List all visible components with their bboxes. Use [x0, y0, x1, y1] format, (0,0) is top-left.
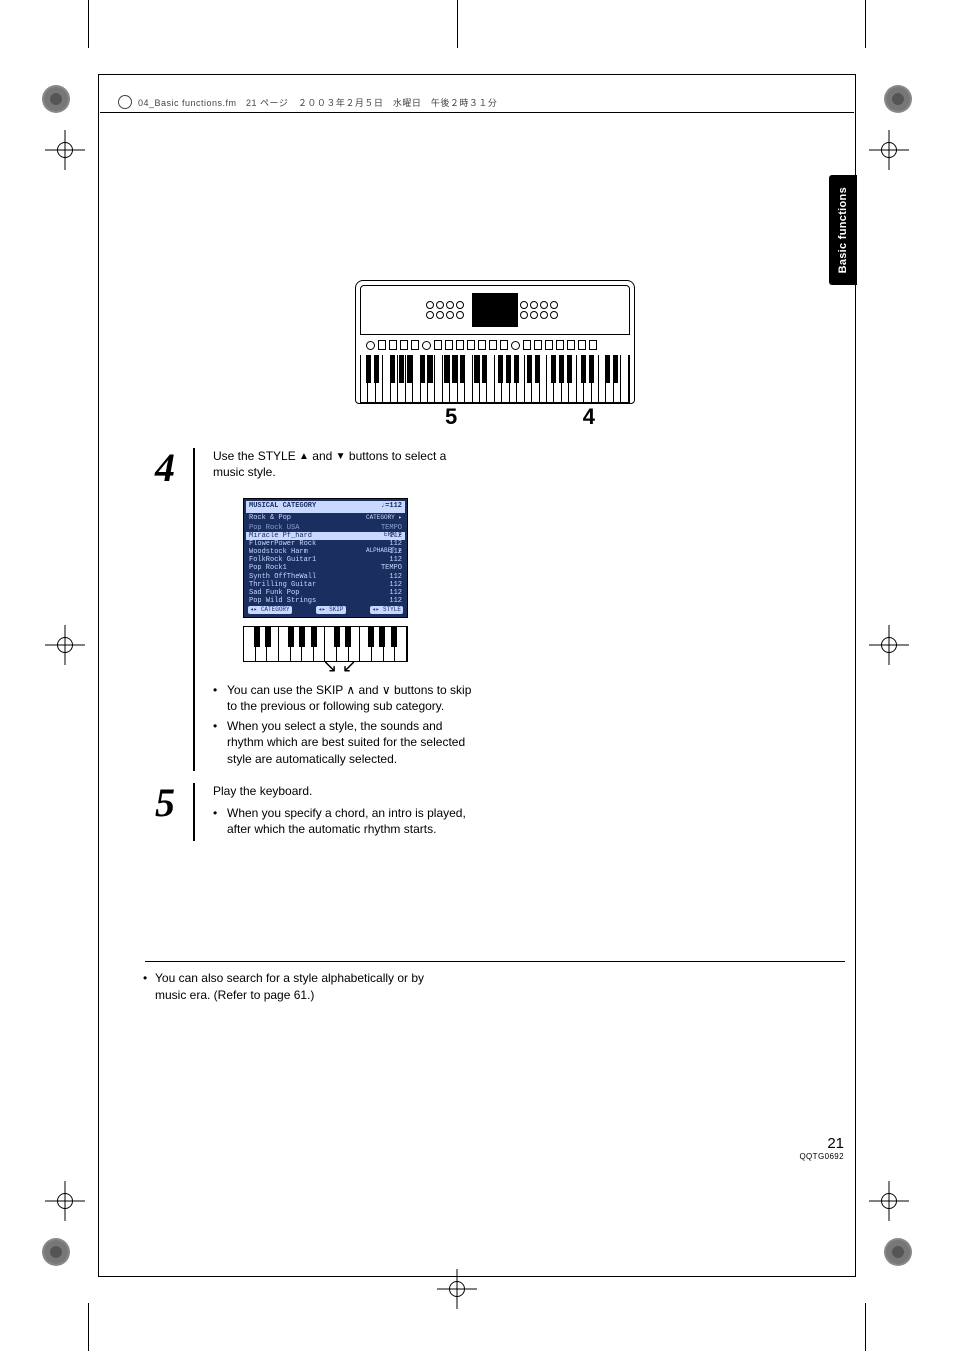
step-divider: [193, 783, 195, 842]
page-content: 5 4 4 Use the STYLE ▲ and ▼ buttons to s…: [145, 280, 845, 1003]
print-reg-circle: [884, 85, 912, 113]
lcd-style-name: Pop Rock1: [249, 564, 287, 572]
print-tick: [88, 1303, 89, 1351]
lcd-style-tempo: 112: [389, 581, 402, 589]
callout-number-5: 5: [445, 404, 457, 430]
print-tick: [865, 0, 866, 48]
arrow-icon: ↙: [342, 657, 357, 675]
lcd-screenshot: MUSICAL CATEGORY ♩=112 Rock & Pop CATEGO…: [213, 488, 453, 671]
step-number: 5: [145, 783, 175, 823]
step-4-bullet: When you select a style, the sounds and …: [213, 718, 473, 767]
lcd-style-tempo: 112: [389, 589, 402, 597]
source-file-stamp: 04_Basic functions.fm 21 ページ ２００３年２月５日 水…: [118, 95, 497, 109]
lcd-tempo-marker: ♩=112: [381, 502, 402, 511]
lcd-footer-category: ◂▸ CATEGORY: [248, 606, 292, 614]
lcd-footer-skip: ◂▸ SKIP: [316, 606, 345, 614]
lcd-style-name: Synth OffTheWall: [249, 573, 316, 581]
print-reg-cross: [869, 130, 909, 170]
source-file-stamp-text: 04_Basic functions.fm 21 ページ ２００３年２月５日 水…: [138, 96, 497, 109]
callout-number-4: 4: [583, 404, 595, 430]
page-number: 21: [799, 1135, 844, 1152]
lcd-style-row: FolkRock Guitar1 112: [246, 556, 405, 564]
lcd-style-row: Sad Funk Pop 112: [246, 589, 405, 597]
mini-keyboard: ↘ ↙: [243, 626, 408, 662]
keyboard-illustration: 5 4: [355, 280, 635, 430]
step-4-bullet: You can use the SKIP ∧ and ∨ buttons to …: [213, 682, 473, 714]
step-4: 4 Use the STYLE ▲ and ▼ buttons to selec…: [145, 448, 845, 771]
print-reg-cross: [437, 1269, 477, 1309]
footnote-rule: [145, 961, 845, 962]
page-footer: 21 QQTG0692: [799, 1135, 844, 1161]
lcd-subtitle: Rock & Pop: [249, 514, 291, 523]
print-reg-circle: [42, 1238, 70, 1266]
step-4-text: Use the STYLE ▲ and ▼ buttons to select …: [213, 448, 473, 480]
lcd-style-tempo: TEMPO: [381, 564, 402, 572]
lcd-style-row: Pop Wild Strings 112: [246, 597, 405, 605]
keyboard-keys: [360, 355, 630, 403]
lcd-title: MUSICAL CATEGORY: [249, 502, 316, 511]
lcd-panel: MUSICAL CATEGORY ♩=112 Rock & Pop CATEGO…: [243, 498, 408, 617]
lcd-style-tempo: 112: [389, 556, 402, 564]
print-reg-cross: [869, 1181, 909, 1221]
lcd-style-tempo: 112: [389, 597, 402, 605]
arrow-icon: ↘: [322, 657, 337, 675]
lcd-style-name: Pop Wild Strings: [249, 597, 316, 605]
step-5-bullet: When you specify a chord, an intro is pl…: [213, 805, 473, 837]
print-reg-cross: [45, 625, 85, 665]
header-rule: [100, 112, 854, 113]
print-tick: [457, 0, 458, 48]
lcd-category-header: Pop Rock USA: [249, 524, 299, 532]
print-reg-circle: [42, 85, 70, 113]
triangle-down-icon: ▼: [336, 451, 346, 462]
triangle-up-icon: ▲: [299, 451, 309, 462]
lcd-category-link: CATEGORY ▸: [366, 514, 402, 523]
step-5: 5 Play the keyboard. When you specify a …: [145, 783, 845, 842]
footnote: You can also search for a style alphabet…: [145, 970, 455, 1002]
print-reg-cross: [45, 1181, 85, 1221]
lcd-style-name: Miracle Pf_hard: [249, 532, 312, 540]
step-divider: [193, 448, 195, 771]
lcd-style-name: Sad Funk Pop: [249, 589, 299, 597]
print-tick: [88, 0, 89, 48]
lcd-style-name: Thrilling Guitar: [249, 581, 316, 589]
print-tick: [865, 1303, 866, 1351]
page-code: QQTG0692: [799, 1152, 844, 1161]
lcd-style-row: Woodstock Harm112ALPHABET ▸: [246, 548, 405, 556]
print-reg-circle: [884, 1238, 912, 1266]
lcd-style-row: Miracle Pf_hard112ERA ▸: [246, 532, 405, 540]
lcd-era-link: ERA ▸: [384, 532, 402, 539]
lcd-style-row: Thrilling Guitar 112: [246, 581, 405, 589]
step-5-text: Play the keyboard.: [213, 783, 473, 799]
print-reg-cross: [45, 130, 85, 170]
lcd-alphabet-link: ALPHABET ▸: [366, 548, 402, 555]
lcd-footer: ◂▸ CATEGORY ◂▸ SKIP ◂▸ STYLE: [246, 605, 405, 615]
step-number: 4: [145, 448, 175, 488]
lcd-style-name: FolkRock Guitar1: [249, 556, 316, 564]
lcd-footer-style: ◂▸ STYLE: [370, 606, 403, 614]
lcd-style-name: FlowerPower Rock: [249, 540, 316, 548]
lcd-style-name: Woodstock Harm: [249, 548, 308, 556]
lcd-style-row: Pop Rock1 TEMPO: [246, 564, 405, 572]
section-tab: Basic functions: [829, 175, 857, 285]
lcd-style-tempo: 112: [389, 573, 402, 581]
section-tab-label: Basic functions: [837, 187, 849, 273]
lcd-style-row: Synth OffTheWall 112: [246, 573, 405, 581]
print-reg-cross: [869, 625, 909, 665]
